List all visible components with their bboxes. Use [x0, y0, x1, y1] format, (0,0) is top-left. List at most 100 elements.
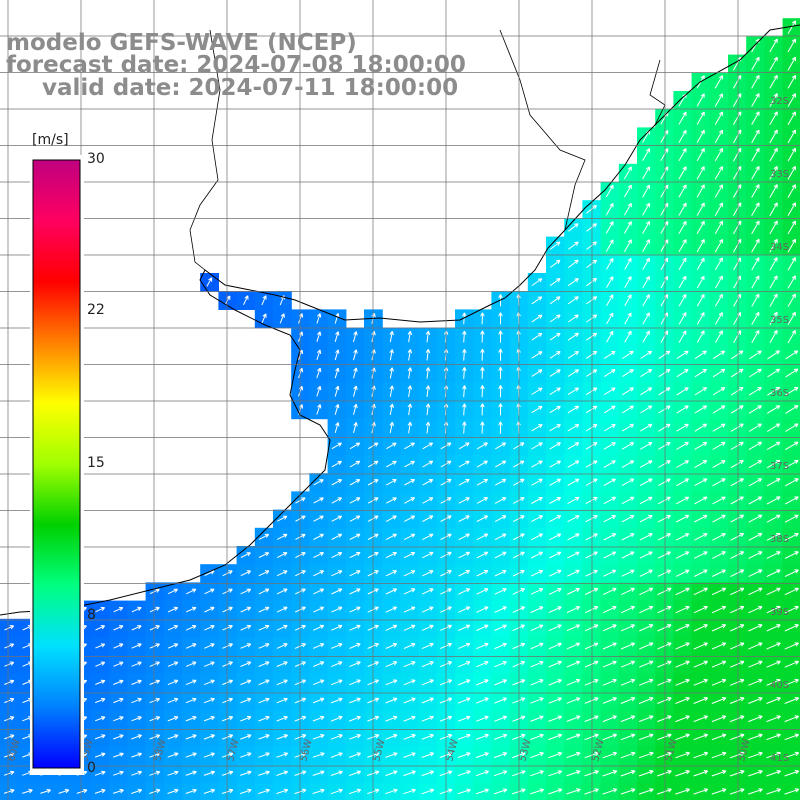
wind-arrow — [712, 387, 726, 396]
wind-arrow — [494, 533, 507, 541]
wind-arrow — [276, 588, 288, 595]
wind-arrow — [766, 715, 781, 723]
wind-arrow — [730, 496, 744, 505]
wind-arrow — [678, 129, 687, 143]
wind-arrow — [531, 442, 543, 450]
wind-arrow — [3, 770, 15, 776]
wind-arrow — [622, 387, 634, 396]
wind-arrow — [422, 497, 434, 504]
wind-arrow — [530, 606, 544, 613]
wind-arrow — [313, 588, 325, 595]
country-border — [649, 59, 666, 126]
wind-arrow — [531, 478, 543, 486]
wind-arrow — [422, 570, 434, 577]
wind-arrow — [678, 312, 687, 325]
wind-arrow — [714, 129, 724, 144]
wind-arrow — [349, 643, 361, 649]
wind-arrow — [385, 770, 398, 777]
wind-arrow — [185, 661, 197, 667]
wind-arrow — [548, 751, 563, 759]
wind-arrow — [498, 385, 503, 398]
wind-arrow — [604, 350, 616, 359]
wind-arrow — [638, 751, 654, 759]
wind-arrow — [425, 349, 431, 361]
wind-arrow — [421, 788, 435, 795]
wind-arrow — [389, 385, 394, 397]
wind-arrow — [639, 496, 653, 505]
wind-arrow — [766, 733, 781, 741]
wind-arrow — [606, 312, 614, 325]
wind-arrow — [678, 220, 687, 234]
wind-arrow — [185, 716, 197, 722]
wind-arrow — [712, 423, 726, 432]
wind-arrow — [567, 424, 580, 432]
wind-arrow — [276, 752, 289, 758]
wind-arrow — [567, 296, 579, 305]
wind-arrow — [657, 788, 672, 795]
wind-arrow — [766, 405, 781, 414]
wind-arrow — [769, 275, 778, 289]
wind-arrow — [548, 660, 562, 668]
wind-arrow — [276, 770, 289, 776]
wind-arrow — [221, 752, 234, 758]
wind-arrow — [639, 624, 654, 632]
wind-arrow — [204, 679, 215, 686]
wind-arrow — [221, 788, 234, 794]
wind-arrow — [766, 459, 781, 469]
wind-arrow — [714, 166, 724, 180]
wind-arrow — [675, 533, 690, 541]
wind-arrow — [602, 715, 617, 723]
wind-arrow — [407, 330, 413, 343]
wind-arrow — [316, 349, 322, 361]
wind-arrow — [694, 441, 708, 450]
wind-arrow — [549, 515, 562, 523]
wind-arrow — [567, 278, 579, 287]
wind-arrow — [480, 330, 485, 343]
wind-arrow — [385, 697, 398, 704]
wind-arrow — [95, 606, 106, 613]
wind-arrow — [407, 421, 413, 434]
wind-arrow — [567, 569, 580, 577]
wind-arrow — [494, 570, 507, 577]
wind-arrow — [584, 715, 599, 722]
wind-arrow — [549, 405, 561, 414]
wind-arrow — [549, 369, 561, 377]
wind-arrow — [95, 625, 106, 631]
wind-arrow — [349, 497, 361, 504]
wind-arrow — [785, 423, 799, 432]
wind-arrow — [678, 148, 687, 162]
wind-arrow — [422, 515, 434, 522]
wind-arrow — [131, 606, 142, 613]
wind-arrow — [258, 606, 270, 613]
wind-arrow — [766, 569, 781, 578]
wind-arrow — [494, 606, 507, 613]
wind-arrow — [678, 111, 687, 125]
wind-arrow — [605, 221, 614, 234]
wind-arrow — [425, 385, 431, 397]
wind-arrow — [240, 643, 252, 649]
wind-arrow — [566, 660, 581, 668]
wind-arrow — [349, 679, 361, 686]
wind-arrow — [3, 788, 15, 794]
wind-arrow — [567, 387, 580, 396]
wind-arrow — [603, 460, 616, 468]
wind-arrow — [584, 733, 599, 741]
wind-arrow — [425, 330, 431, 343]
wind-arrow — [531, 497, 543, 504]
wind-speed-cell — [782, 782, 800, 800]
wind-arrow — [624, 294, 632, 307]
wind-arrow — [131, 734, 142, 740]
wind-arrow — [149, 588, 160, 595]
wind-arrow — [620, 697, 636, 704]
wind-arrow — [605, 202, 614, 216]
wind-arrow — [403, 588, 416, 595]
wind-arrow — [276, 734, 288, 740]
wind-arrow — [712, 478, 726, 487]
wind-arrow — [766, 751, 781, 759]
wind-arrow — [567, 442, 580, 450]
wind-arrow — [787, 311, 796, 326]
wind-arrow — [312, 752, 325, 758]
wind-arrow — [748, 587, 763, 596]
wind-arrow — [113, 606, 124, 613]
